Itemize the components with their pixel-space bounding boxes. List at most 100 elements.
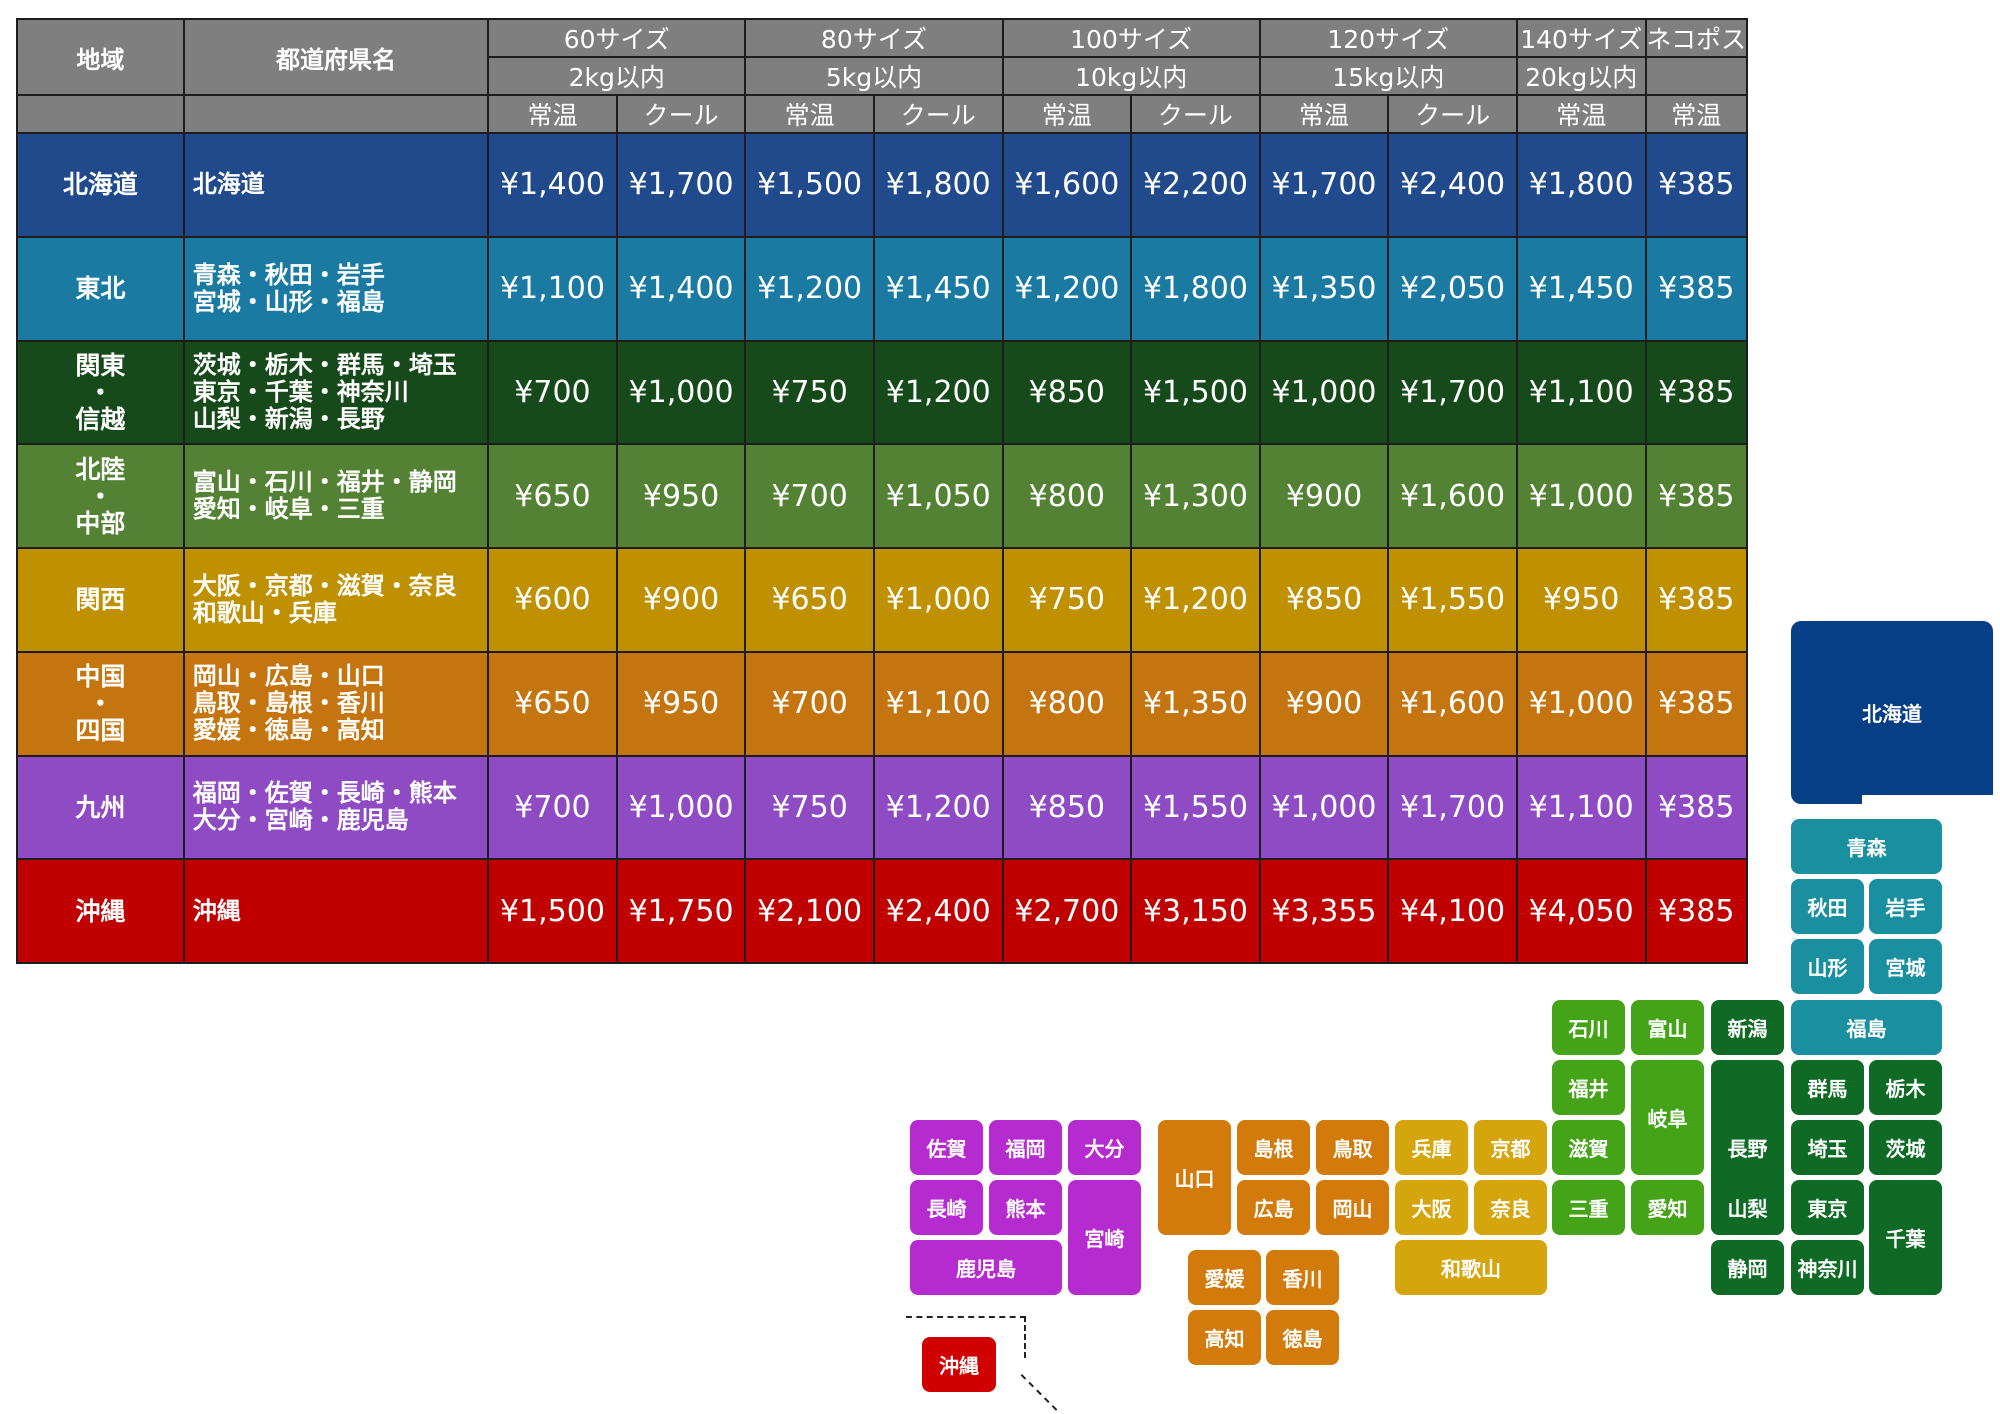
- map-block-ibaraki: 茨城: [1869, 1120, 1942, 1175]
- price-cell: ¥4,050: [1515, 858, 1647, 964]
- price-cell: ¥1,200: [744, 235, 875, 342]
- prefecture-column-header: 都道府県名: [182, 18, 490, 96]
- okinawa-separator-diagonal: [1020, 1374, 1058, 1411]
- map-block-saga: 佐賀: [910, 1120, 983, 1175]
- prefecture-list-cell: 福岡・佐賀・長崎・熊本 大分・宮崎・鹿児島: [182, 754, 490, 861]
- price-cell: ¥1,300: [1130, 443, 1261, 549]
- map-block-okinawa: 沖縄: [922, 1337, 996, 1392]
- map-block-fukui: 福井: [1552, 1060, 1625, 1115]
- map-block-miyagi: 宮城: [1869, 939, 1942, 994]
- prefecture-list-line: 大分・宮崎・鹿児島: [192, 806, 409, 835]
- price-cell: ¥650: [487, 650, 618, 757]
- prefecture-list-cell: 沖縄: [182, 858, 490, 964]
- region-name-line: ・: [87, 689, 113, 719]
- temperature-header-row: 常温 クール 常温 クール 常温 クール 常温 クール 常温 常温: [16, 94, 1749, 134]
- map-block-hiroshima: 広島: [1237, 1180, 1310, 1235]
- price-cell: ¥1,100: [487, 235, 618, 342]
- price-cell: ¥1,200: [1001, 235, 1133, 342]
- price-cell: ¥800: [1001, 650, 1133, 757]
- rate-row: 九州 福岡・佐賀・長崎・熊本 大分・宮崎・鹿児島 ¥700 ¥1,000 ¥750 ¥1,2…: [16, 754, 1749, 861]
- map-block-shizuoka: 静岡: [1711, 1240, 1784, 1295]
- map-block-chiba: 千葉: [1869, 1180, 1942, 1295]
- price-cell: ¥750: [744, 339, 875, 446]
- prefecture-list-cell: 富山・石川・福井・静岡 愛知・岐阜・三重: [182, 443, 490, 549]
- temperature-header: クール: [1387, 94, 1518, 134]
- prefecture-list-line: 福岡・佐賀・長崎・熊本: [192, 779, 457, 808]
- prefecture-list-line: 大阪・京都・滋賀・奈良: [192, 571, 457, 600]
- region-column-header: 地域: [16, 18, 185, 96]
- map-block-saitama: 埼玉: [1791, 1120, 1864, 1175]
- prefecture-list-line: 東京・千葉・神奈川: [192, 377, 409, 406]
- size-header-100: 100サイズ: [1001, 18, 1261, 58]
- price-cell: ¥1,500: [1130, 339, 1261, 446]
- size-header-60: 60サイズ: [487, 18, 747, 58]
- map-block-yamagata: 山形: [1791, 939, 1864, 994]
- rate-row: 北海道 北海道 ¥1,400 ¥1,700 ¥1,500 ¥1,800 ¥1,600 ¥2,2…: [16, 132, 1749, 238]
- map-block-hyogo: 兵庫: [1395, 1120, 1468, 1175]
- rate-row: 関西 大阪・京都・滋賀・奈良 和歌山・兵庫 ¥600 ¥900 ¥650 ¥1,000 ¥75…: [16, 547, 1749, 653]
- price-cell: ¥700: [487, 754, 618, 861]
- price-cell: ¥2,050: [1387, 235, 1518, 342]
- price-cell: ¥1,500: [487, 858, 618, 964]
- prefecture-list-cell: 大阪・京都・滋賀・奈良 和歌山・兵庫: [182, 547, 490, 653]
- map-block-tokyo: 東京: [1791, 1180, 1864, 1235]
- region-name-line: 関東: [75, 350, 126, 380]
- price-cell: ¥2,700: [1001, 858, 1133, 964]
- map-block-kanagawa: 神奈川: [1791, 1240, 1864, 1295]
- price-cell: ¥1,600: [1001, 132, 1133, 238]
- region-name-cell: 北陸・中部: [16, 443, 185, 549]
- prefecture-list-line: 和歌山・兵庫: [192, 598, 337, 627]
- region-name-cell: 関西: [16, 547, 185, 653]
- map-block-yamaguchi: 山口: [1158, 1120, 1231, 1235]
- prefecture-list-line: 富山・石川・福井・静岡: [192, 468, 457, 497]
- map-block-fukuoka: 福岡: [989, 1120, 1062, 1175]
- region-name-cell: 東北: [16, 235, 185, 342]
- region-name-line: 四国: [75, 716, 126, 746]
- price-cell: ¥1,050: [872, 443, 1004, 549]
- price-cell: ¥650: [487, 443, 618, 549]
- price-cell: ¥1,350: [1258, 235, 1390, 342]
- price-cell: ¥1,400: [487, 132, 618, 238]
- region-name-line: 関西: [75, 585, 126, 615]
- price-cell: ¥385: [1644, 235, 1749, 342]
- price-cell: ¥1,100: [1515, 339, 1647, 446]
- map-block-aichi: 愛知: [1631, 1180, 1704, 1235]
- price-cell: ¥1,200: [1130, 547, 1261, 653]
- price-cell: ¥1,700: [1387, 754, 1518, 861]
- map-block-gunma: 群馬: [1791, 1060, 1864, 1115]
- price-cell: ¥385: [1644, 650, 1749, 757]
- price-cell: ¥950: [1515, 547, 1647, 653]
- price-cell: ¥600: [487, 547, 618, 653]
- temperature-header: クール: [872, 94, 1004, 134]
- price-cell: ¥650: [744, 547, 875, 653]
- price-cell: ¥385: [1644, 547, 1749, 653]
- weight-header-2kg: 2kg以内: [487, 56, 747, 96]
- temperature-header: 常温: [1001, 94, 1133, 134]
- temperature-header: 常温: [744, 94, 875, 134]
- price-cell: ¥1,350: [1130, 650, 1261, 757]
- price-cell: ¥385: [1644, 858, 1749, 964]
- map-block-iwate: 岩手: [1869, 879, 1942, 934]
- price-cell: ¥1,500: [744, 132, 875, 238]
- map-block-nagasaki: 長崎: [910, 1180, 983, 1235]
- shipping-rate-table: 地域 都道府県名 60サイズ 80サイズ 100サイズ 120サイズ 140サイ…: [16, 18, 1749, 964]
- map-block-osaka: 大阪: [1395, 1180, 1468, 1235]
- region-name-line: 北陸: [75, 454, 126, 484]
- region-name-line: ・: [87, 377, 113, 407]
- price-cell: ¥1,000: [872, 547, 1004, 653]
- price-cell: ¥1,400: [615, 235, 747, 342]
- region-name-cell: 九州: [16, 754, 185, 861]
- price-cell: ¥850: [1001, 339, 1133, 446]
- weight-header-15kg: 15kg以内: [1258, 56, 1518, 96]
- map-block-gifu: 岐阜: [1631, 1060, 1704, 1175]
- map-block-toyama: 富山: [1631, 1000, 1704, 1055]
- map-block-tochigi: 栃木: [1869, 1060, 1942, 1115]
- map-block-mie: 三重: [1552, 1180, 1625, 1235]
- map-block-shiga: 滋賀: [1552, 1120, 1625, 1175]
- map-block-okayama: 岡山: [1316, 1180, 1389, 1235]
- price-cell: ¥1,800: [1130, 235, 1261, 342]
- region-name-cell: 沖縄: [16, 858, 185, 964]
- size-header-80: 80サイズ: [744, 18, 1004, 58]
- region-name-cell: 北海道: [16, 132, 185, 238]
